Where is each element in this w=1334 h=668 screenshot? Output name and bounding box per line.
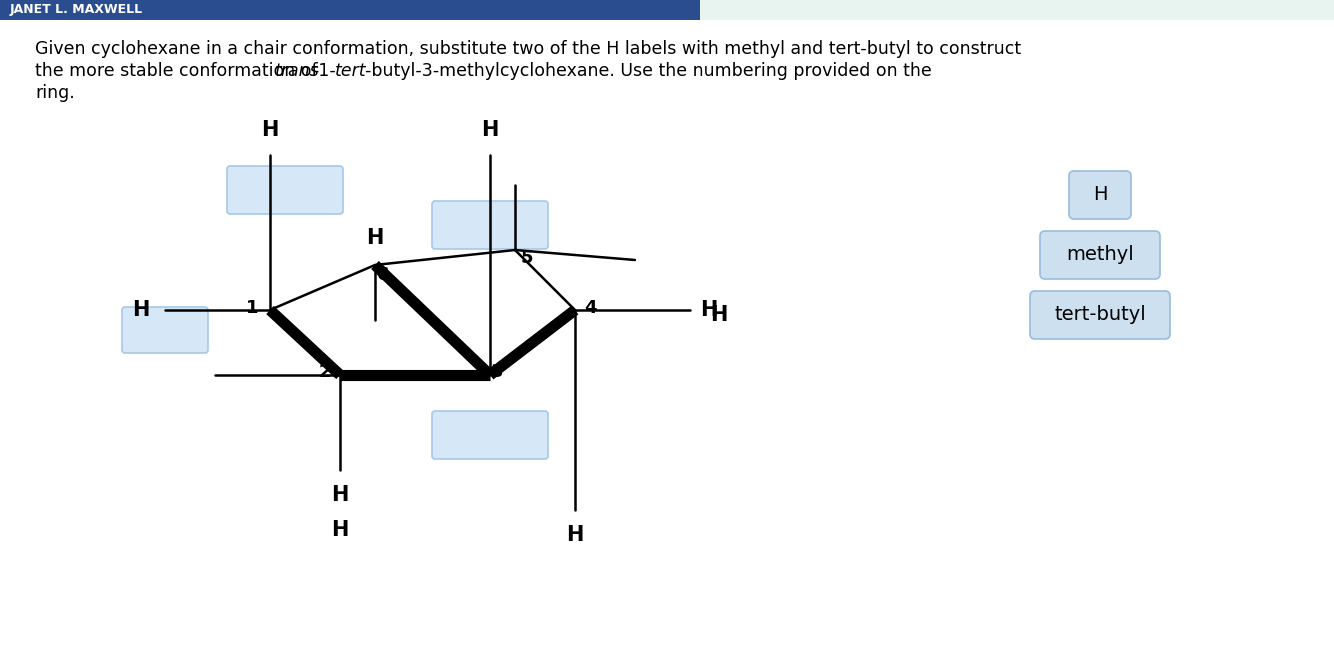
FancyBboxPatch shape [1030, 291, 1170, 339]
Text: trans: trans [275, 62, 320, 80]
Text: H: H [331, 520, 348, 540]
Text: 6: 6 [376, 266, 390, 284]
FancyBboxPatch shape [227, 166, 343, 214]
Text: H: H [331, 485, 348, 505]
Text: H: H [132, 300, 149, 320]
Text: ring.: ring. [35, 84, 75, 102]
Text: 2: 2 [319, 363, 331, 381]
FancyBboxPatch shape [121, 307, 208, 353]
Text: tert-butyl: tert-butyl [1054, 305, 1146, 325]
Text: JANET L. MAXWELL: JANET L. MAXWELL [9, 3, 143, 17]
FancyBboxPatch shape [1041, 231, 1161, 279]
Text: 5: 5 [520, 249, 534, 267]
Text: H: H [1093, 186, 1107, 204]
Text: -1-: -1- [312, 62, 336, 80]
Text: -butyl-3-methylcyclohexane. Use the numbering provided on the: -butyl-3-methylcyclohexane. Use the numb… [366, 62, 931, 80]
Text: the more stable conformation of: the more stable conformation of [35, 62, 323, 80]
FancyBboxPatch shape [432, 201, 548, 249]
FancyBboxPatch shape [432, 411, 548, 459]
Text: H: H [261, 120, 279, 140]
Text: H: H [367, 228, 384, 248]
Text: 1: 1 [245, 299, 259, 317]
Text: methyl: methyl [1066, 246, 1134, 265]
Text: Given cyclohexane in a chair conformation, substitute two of the H labels with m: Given cyclohexane in a chair conformatio… [35, 40, 1021, 58]
Bar [0, 0, 1334, 20]
FancyBboxPatch shape [1069, 171, 1131, 219]
Text: H: H [567, 525, 584, 545]
Text: H: H [482, 120, 499, 140]
Text: 4: 4 [584, 299, 596, 317]
Text: tert: tert [335, 62, 367, 80]
Bar [700, 0, 1334, 20]
Text: H: H [710, 305, 727, 325]
Text: 3: 3 [491, 363, 503, 381]
Text: H: H [700, 300, 718, 320]
